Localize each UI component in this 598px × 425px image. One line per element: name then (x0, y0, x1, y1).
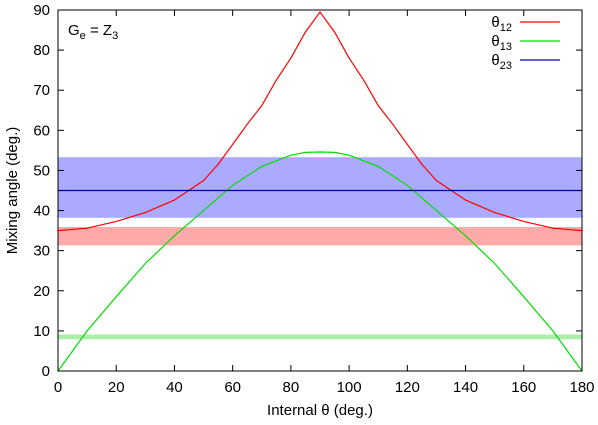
theta12-band (58, 227, 582, 246)
y-tick-label: 0 (42, 363, 50, 380)
legend-label-1: θ12 (491, 14, 512, 34)
legend-label-2: θ13 (491, 33, 512, 53)
y-tick-labels: 0 10 20 30 40 50 60 70 80 90 (33, 2, 50, 380)
y-tick-label: 40 (33, 203, 50, 220)
x-tick-label: 140 (453, 379, 478, 396)
x-tick-label: 180 (569, 379, 594, 396)
x-tick-label: 0 (54, 379, 62, 396)
x-axis-label: Internal θ (deg.) (267, 402, 373, 419)
x-tick-label: 20 (108, 379, 125, 396)
series-line-1 (57, 10, 583, 232)
annotation-mid-sub: 3 (112, 30, 118, 42)
y-tick-label: 80 (33, 42, 50, 59)
legend-label-3: θ23 (491, 52, 512, 72)
y-tick-label: 20 (33, 283, 50, 300)
y-tick-label: 60 (33, 122, 50, 139)
y-tick-label: 50 (33, 162, 50, 179)
y-tick-label: 30 (33, 243, 50, 260)
x-tick-label: 40 (166, 379, 183, 396)
data-series (57, 10, 583, 372)
y-tick-label: 10 (33, 323, 50, 340)
x-tick-label: 60 (224, 379, 241, 396)
annotation-base-sub: e (80, 30, 86, 42)
series-line-2 (57, 151, 583, 372)
annotation-base: G (68, 22, 80, 39)
confidence-bands (58, 157, 582, 340)
x-tick-label: 80 (283, 379, 300, 396)
y-tick-label: 70 (33, 82, 50, 99)
y-tick-label: 90 (33, 2, 50, 19)
x-tick-label: 120 (395, 379, 420, 396)
x-tick-label: 100 (337, 379, 362, 396)
axis-ticks (57, 9, 583, 372)
annotation-mid: = Z (86, 22, 112, 39)
x-tick-labels: 0 20 40 60 80 100 120 140 160 180 (54, 379, 595, 396)
theta23-band (58, 157, 582, 218)
y-axis-label: Mixing angle (deg.) (4, 127, 21, 255)
x-tick-label: 160 (511, 379, 536, 396)
theta13-band (58, 334, 582, 340)
symmetry-annotation: Ge = Z3 (68, 22, 118, 42)
plot-frame (57, 9, 583, 372)
